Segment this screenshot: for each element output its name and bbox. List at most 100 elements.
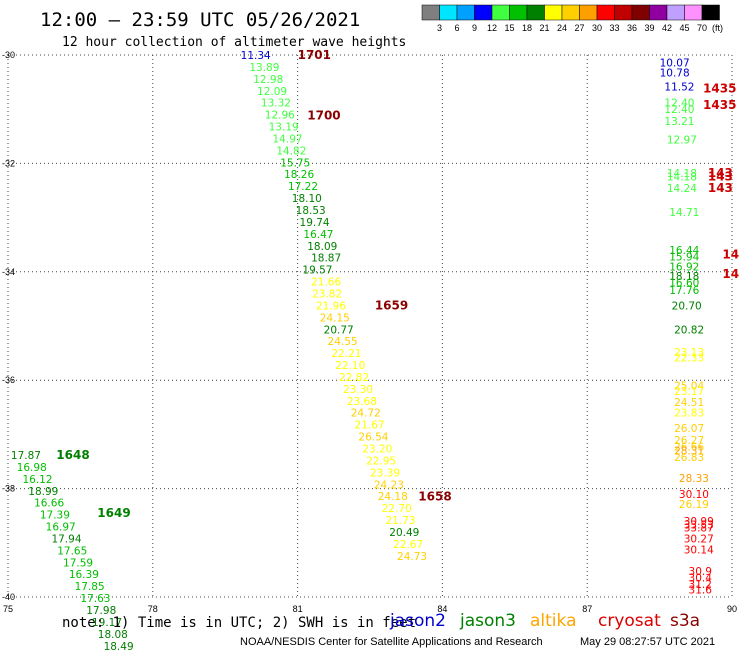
wave-height-label: 30.4 xyxy=(689,572,713,584)
wave-height-label: 23.83 xyxy=(674,408,704,420)
wave-height-label: 16.12 xyxy=(22,474,52,486)
wave-height-label: 22.33 xyxy=(674,352,704,364)
wave-height-label: 16.39 xyxy=(69,569,99,581)
time-label: 143 xyxy=(708,169,733,183)
satellite-name: cryosat xyxy=(598,611,661,631)
wave-height-label: 24.73 xyxy=(397,551,427,563)
wave-height-label: 22.70 xyxy=(382,503,412,515)
wave-height-label: 24.55 xyxy=(328,336,358,348)
colorbar-label: 24 xyxy=(557,23,567,33)
wave-height-label: 18.99 xyxy=(28,486,58,498)
colorbar-label: 70 xyxy=(697,23,707,33)
x-tick-label: 87 xyxy=(582,604,592,614)
wave-height-label: 33.87 xyxy=(684,523,714,535)
wave-height-label: 10.07 xyxy=(660,58,690,70)
wave-height-label: 25.04 xyxy=(674,381,704,393)
time-label: 1649 xyxy=(97,506,130,520)
colorbar-swatch xyxy=(596,4,615,21)
x-tick-label: 81 xyxy=(293,604,303,614)
wave-height-label: 24.15 xyxy=(320,312,350,324)
wave-height-label: 19.17 xyxy=(92,617,122,629)
time-label: 14 xyxy=(722,267,739,281)
wave-height-label: 31.6 xyxy=(689,584,713,596)
wave-height-label: 17.76 xyxy=(669,285,699,297)
wave-height-label: 30.10 xyxy=(679,489,709,501)
colorbar-swatch xyxy=(544,4,563,21)
wave-height-label: 28.31 xyxy=(674,446,704,458)
wave-height-label: 16.66 xyxy=(34,498,64,510)
wave-height-label: 13.32 xyxy=(261,98,291,110)
wave-height-label: 30.99 xyxy=(684,516,714,528)
colorbar-label: 15 xyxy=(504,23,514,33)
wave-height-label: 30.14 xyxy=(684,544,714,556)
wave-height-label: 17.87 xyxy=(11,450,41,462)
wave-height-label: 14.71 xyxy=(669,207,699,219)
wave-height-label: 21.66 xyxy=(311,277,341,289)
time-label: 1700 xyxy=(307,109,340,123)
y-tick-label: -36 xyxy=(2,375,15,385)
wave-height-label: 13.19 xyxy=(269,122,299,134)
wave-height-label: 14.82 xyxy=(276,145,306,157)
wave-height-label: 16.47 xyxy=(303,229,333,241)
x-tick-label: 75 xyxy=(3,604,13,614)
wave-height-label: 11.52 xyxy=(664,81,694,93)
wave-height-label: 24.72 xyxy=(351,408,381,420)
wave-height-label: 23.17 xyxy=(674,386,704,398)
wave-height-label: 16.92 xyxy=(669,261,699,273)
colorbar-swatch xyxy=(439,4,458,21)
wave-height-label: 12.40 xyxy=(664,104,694,116)
wave-height-label: 30.9 xyxy=(689,566,712,578)
wave-height-label: 18.18 xyxy=(669,271,699,283)
axis-ticks: 75 78 81 84 87 90 -30 -32 -34 -36 -38 -40 xyxy=(2,50,737,614)
wave-height-label: 21.96 xyxy=(316,300,346,312)
colorbar-swatch xyxy=(649,4,668,21)
colorbar-label: 30 xyxy=(592,23,602,33)
wave-height-label: 21.73 xyxy=(385,515,415,527)
wave-height-label: 23.68 xyxy=(347,396,377,408)
wave-height-label: 12.09 xyxy=(257,86,287,98)
colorbar-swatch xyxy=(526,4,545,21)
footer-credit: NOAA/NESDIS Center for Satellite Applica… xyxy=(240,636,543,648)
x-tick-label: 78 xyxy=(148,604,158,614)
colorbar-swatch xyxy=(614,4,633,21)
wave-height-label: 28.33 xyxy=(679,473,709,485)
time-label: 1658 xyxy=(418,490,451,504)
wave-height-label: 16.60 xyxy=(669,278,699,290)
time-label: 1701 xyxy=(298,48,331,62)
wave-height-label: 18.87 xyxy=(311,253,341,265)
wave-height-label: 16.98 xyxy=(17,462,47,474)
colorbar-swatch xyxy=(456,4,475,21)
wave-height-label: 33.53 xyxy=(684,519,714,531)
wave-height-label: 23.20 xyxy=(362,443,392,455)
wave-height-label: 23.13 xyxy=(674,347,704,359)
wave-height-label: 24.51 xyxy=(674,397,704,409)
wave-height-label: 22.95 xyxy=(366,455,396,467)
wave-height-label: 22.10 xyxy=(335,360,365,372)
colorbar-label: 36 xyxy=(627,23,637,33)
wave-height-label: 26.54 xyxy=(358,432,388,444)
wave-height-label: 17.59 xyxy=(63,557,93,569)
data-points: 11.3413.8912.9812.0913.3212.9613.1914.97… xyxy=(11,50,714,650)
wave-height-label: 14.18 xyxy=(667,171,697,183)
satellite-name: jason2 xyxy=(389,611,446,631)
x-tick-label: 84 xyxy=(437,604,447,614)
wave-height-label: 17.94 xyxy=(51,533,81,545)
wave-height-label: 26.27 xyxy=(674,435,704,447)
wave-height-label: 18.10 xyxy=(292,193,322,205)
colorbar-label: 45 xyxy=(679,23,689,33)
wave-height-label: 20.49 xyxy=(389,527,419,539)
colorbar-label: 9 xyxy=(472,23,477,33)
wave-height-label: 20.70 xyxy=(672,300,702,312)
wave-height-label: 18.49 xyxy=(104,641,134,650)
wave-height-label: 20.82 xyxy=(674,324,704,336)
time-label: 14 xyxy=(722,247,739,261)
wave-height-label: 14.18 xyxy=(667,168,697,180)
wave-height-label: 30.27 xyxy=(684,533,714,545)
wave-height-label: 22.21 xyxy=(331,348,361,360)
time-label: 1435 xyxy=(703,98,736,112)
wave-height-label: 13.21 xyxy=(664,116,694,128)
wave-height-label: 16.97 xyxy=(46,522,76,534)
time-label: 143 xyxy=(708,166,733,180)
wave-height-label: 21.67 xyxy=(355,420,385,432)
